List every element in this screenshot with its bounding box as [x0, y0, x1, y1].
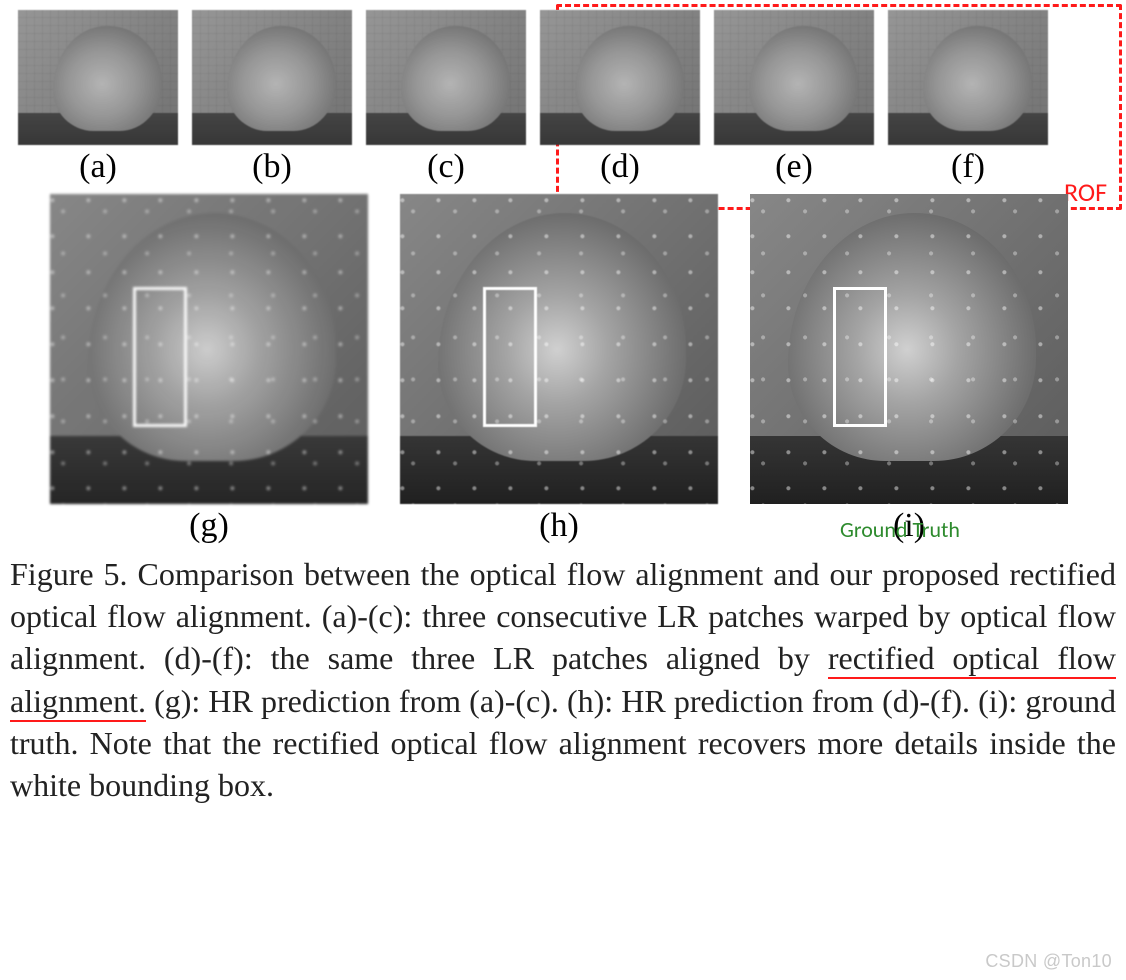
image-g	[50, 194, 368, 504]
panel-e: (e)	[714, 10, 874, 186]
thumb-d	[540, 10, 700, 145]
white-bounding-box	[483, 287, 537, 427]
thumb-blob	[401, 26, 510, 131]
thumb-blob	[749, 26, 858, 131]
bottom-row: (g) (h) (i)	[10, 194, 1116, 545]
panel-b: (b)	[192, 10, 352, 186]
thumb-blob	[575, 26, 684, 131]
top-row: ROF (a) (b) (c)	[10, 10, 1116, 186]
label-h: (h)	[539, 507, 579, 545]
thumb-blob	[53, 26, 162, 131]
image-i	[750, 194, 1068, 504]
thumb-f	[888, 10, 1048, 145]
label-e: (e)	[775, 148, 813, 186]
panel-h: (h)	[400, 194, 718, 545]
panel-a: (a)	[18, 10, 178, 186]
label-a: (a)	[79, 148, 117, 186]
thumb-blob	[227, 26, 336, 131]
white-bounding-box	[133, 287, 187, 427]
img-dots	[750, 194, 1068, 504]
thumb-e	[714, 10, 874, 145]
ground-truth-label: Ground Truth	[840, 516, 960, 543]
panel-c: (c)	[366, 10, 526, 186]
label-c: (c)	[427, 148, 465, 186]
label-f: (f)	[951, 148, 985, 186]
thumb-a	[18, 10, 178, 145]
panel-d: (d)	[540, 10, 700, 186]
caption-part-2: (g): HR prediction from (a)-(c). (h): HR…	[10, 683, 1116, 803]
label-b: (b)	[252, 148, 292, 186]
label-d: (d)	[600, 148, 640, 186]
label-g: (g)	[189, 507, 229, 545]
figure-5: ROF (a) (b) (c)	[10, 10, 1116, 806]
image-h	[400, 194, 718, 504]
thumb-blob	[923, 26, 1032, 131]
img-dots	[50, 194, 368, 504]
panel-i: (i)	[750, 194, 1068, 545]
bottom-row-wrap: (g) (h) (i) Grou	[10, 194, 1116, 545]
thumb-b	[192, 10, 352, 145]
panel-g: (g)	[50, 194, 368, 545]
figure-caption: Figure 5. Comparison between the optical…	[10, 553, 1116, 806]
img-dots	[400, 194, 718, 504]
thumb-c	[366, 10, 526, 145]
watermark: CSDN @Ton10	[985, 951, 1112, 972]
panel-f: (f)	[888, 10, 1048, 186]
white-bounding-box	[833, 287, 887, 427]
